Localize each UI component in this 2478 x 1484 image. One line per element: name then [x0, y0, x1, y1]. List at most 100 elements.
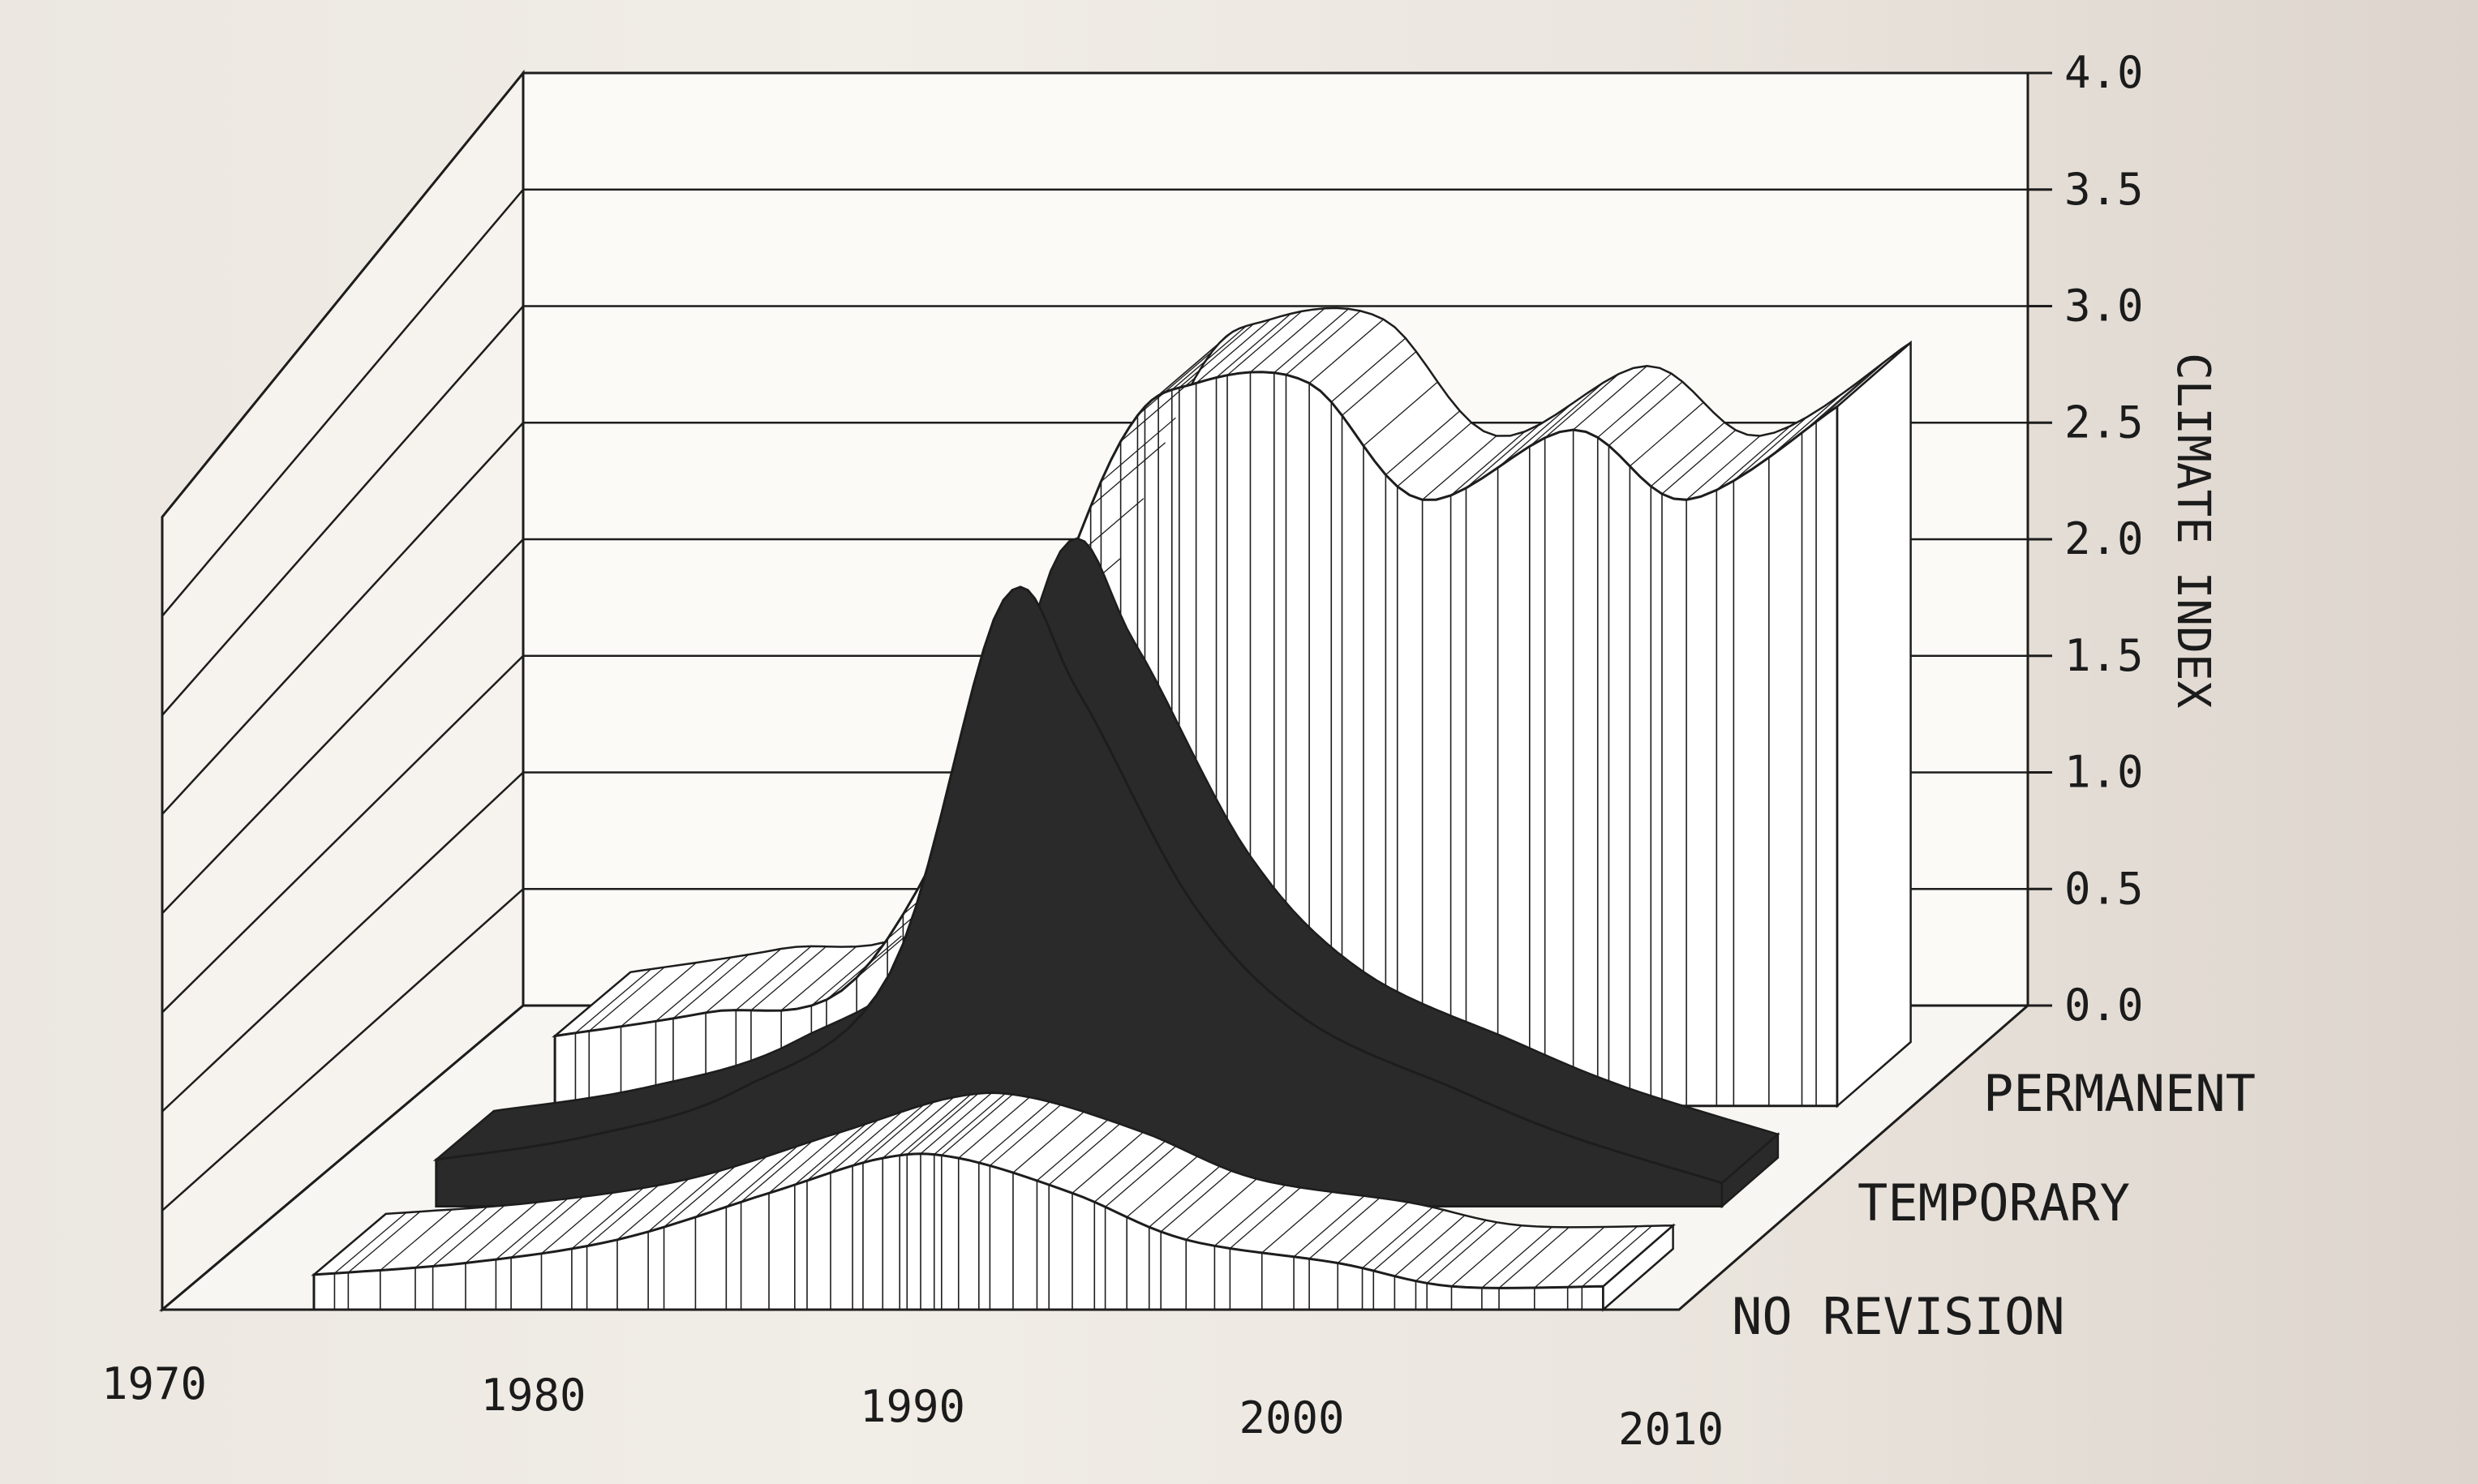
ribbon-top-hatch — [1362, 1207, 1433, 1269]
y-tick-label: 3.0 — [2064, 281, 2144, 332]
ribbon-top-hatch — [1567, 1225, 1638, 1288]
ribbon-top-hatch — [1450, 431, 1526, 496]
ribbon-top-hatch — [1157, 331, 1234, 397]
ribbon-top-hatch — [1451, 1225, 1522, 1287]
ribbon-top-hatch — [1422, 435, 1497, 500]
x-tick-label: 1970 — [101, 1358, 207, 1409]
ribbon-top-hatch — [495, 1198, 569, 1260]
ribbon-top-hatch — [1196, 319, 1271, 384]
ribbon-top-hatch — [1126, 1156, 1198, 1218]
gridline-left-6 — [161, 305, 524, 716]
ribbon-top-hatch — [554, 971, 631, 1036]
ribbon-top-hatch — [1149, 1165, 1221, 1228]
ribbon-top-hatch — [1308, 1197, 1381, 1259]
ribbon-top-hatch — [334, 1212, 407, 1274]
ribbon-top-hatch — [1105, 1145, 1177, 1207]
ribbon-top-hatch — [705, 948, 782, 1014]
ribbon-top-hatch — [655, 957, 732, 1022]
ribbon-top-hatch — [1481, 1226, 1553, 1289]
ribbon-top-hatch — [1733, 416, 1808, 482]
ribbon-top-hatch — [1137, 351, 1213, 416]
ribbon-top-hatch — [794, 1123, 866, 1186]
ribbon-top-hatch — [1363, 381, 1438, 447]
ribbon-top-hatch — [826, 935, 902, 1001]
ribbon-top-hatch — [1250, 307, 1325, 373]
series-ribbons — [311, 307, 1912, 1312]
ribbon-top-hatch — [978, 1101, 1050, 1164]
ribbon-top-hatch — [695, 1156, 767, 1218]
ribbon-top-hatch — [810, 941, 887, 1006]
ribbon-top-hatch — [621, 962, 697, 1027]
ribbon-top-hatch — [1544, 373, 1620, 439]
gridline-left-8 — [161, 72, 524, 518]
ribbon-top-hatch — [1048, 1123, 1120, 1186]
ribbon-top-hatch — [1836, 342, 1911, 407]
ribbon-top-hatch — [941, 1094, 1013, 1156]
ribbon-top-hatch — [1171, 325, 1248, 391]
ribbon-top-hatch — [1397, 422, 1472, 487]
gridline-left-2 — [161, 771, 524, 1113]
ribbon-top-hatch — [647, 1170, 720, 1233]
ribbon-top-hatch — [920, 1092, 992, 1155]
ribbon-top-hatch — [958, 1096, 1030, 1159]
series-label: NO REVISION — [1732, 1287, 2065, 1346]
ribbon-end-cap — [1836, 340, 1912, 1109]
ribbon-top-hatch — [664, 1165, 737, 1228]
ribbon-top-hatch — [1394, 1215, 1466, 1277]
ribbon-top-hatch — [616, 1178, 689, 1241]
ribbon-top-hatch — [806, 1119, 879, 1182]
ribbon-top-hatch — [1498, 1226, 1570, 1289]
ribbon-top-hatch — [1466, 423, 1541, 489]
ribbon-top-hatch — [1629, 401, 1704, 467]
gridline-left-5 — [161, 422, 524, 815]
ribbon-top-hatch — [1286, 310, 1361, 375]
ribbon-top-hatch — [862, 1101, 934, 1164]
y-tick-label: 3.5 — [2064, 164, 2144, 215]
ribbon-top-hatch — [1608, 381, 1683, 447]
ribbon-top-hatch — [1216, 313, 1291, 379]
gridline-left-7 — [161, 188, 524, 617]
ribbon-top-hatch — [575, 968, 651, 1034]
ribbon-top-hatch — [780, 946, 857, 1011]
gridline-left-4 — [161, 538, 524, 915]
y-tick-label: 0.0 — [2064, 980, 2144, 1031]
ribbon-top-hatch — [1529, 382, 1604, 447]
ribbon-top-hatch — [882, 1096, 955, 1159]
ribbon-top-hatch — [1415, 1220, 1487, 1282]
ribbon-top-hatch — [380, 1208, 453, 1271]
ribbon-top-hatch — [1213, 1184, 1286, 1246]
ribbon-top-hatch — [1337, 1202, 1409, 1263]
y-tick-label: 2.0 — [2064, 513, 2144, 564]
ribbon-top-hatch — [313, 1213, 387, 1276]
ribbon-top-hatch — [1093, 1140, 1166, 1203]
ribbon-top-hatch — [1185, 1178, 1257, 1241]
ribbon-top-hatch — [1160, 1170, 1232, 1233]
ribbon-top-hatch — [735, 946, 812, 1011]
ribbon-top-hatch — [1342, 351, 1417, 416]
ribbon-top-hatch — [1229, 1186, 1301, 1249]
y-tick-label: 0.5 — [2064, 863, 2144, 914]
ribbon-top-hatch — [1603, 1225, 1674, 1287]
ribbon-top-hatch — [1330, 337, 1406, 403]
ribbon-top-hatch — [1686, 435, 1761, 500]
ribbon-top-hatch — [725, 1145, 798, 1207]
ribbon-top-hatch — [1261, 1191, 1333, 1254]
x-tick-label: 2000 — [1239, 1392, 1345, 1443]
ribbon-top-hatch — [541, 1192, 614, 1255]
ribbon-top-hatch — [1802, 368, 1876, 434]
gridline-left-0 — [161, 1005, 524, 1310]
ribbon-top-hatch — [852, 1104, 925, 1166]
ribbon-top-hatch — [1716, 426, 1791, 491]
y-axis-title: CLIMATE INDEX — [2167, 353, 2219, 709]
ribbon-top-hatch — [510, 1196, 583, 1259]
x-tick-label: 1990 — [860, 1381, 965, 1432]
y-tick-label: 1.5 — [2064, 630, 2144, 681]
ribbon-top-hatch — [1090, 442, 1166, 508]
ribbon-top-hatch — [1273, 308, 1349, 374]
ribbon-top-hatch — [1226, 311, 1303, 376]
ribbon-top-hatch — [830, 1111, 903, 1173]
x-tick-label: 1980 — [481, 1370, 586, 1421]
ribbon-top-hatch — [465, 1202, 538, 1263]
